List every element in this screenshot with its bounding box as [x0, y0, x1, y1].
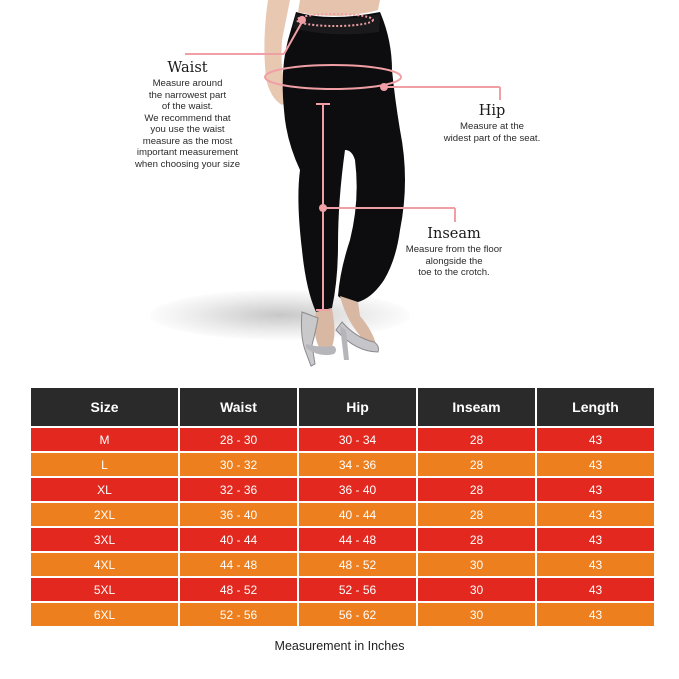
- cell-size: 4XL: [31, 553, 178, 576]
- cell-length: 43: [537, 453, 654, 476]
- cell-waist: 44 - 48: [180, 553, 297, 576]
- cell-hip: 40 - 44: [299, 503, 416, 526]
- cell-hip: 48 - 52: [299, 553, 416, 576]
- cell-waist: 30 - 32: [180, 453, 297, 476]
- cell-hip: 56 - 62: [299, 603, 416, 626]
- inseam-point: [319, 204, 327, 212]
- leggings: [282, 12, 405, 312]
- waist-point: [298, 16, 306, 24]
- cell-size: XL: [31, 478, 178, 501]
- cell-waist: 40 - 44: [180, 528, 297, 551]
- cell-length: 43: [537, 503, 654, 526]
- inseam-desc-line: Measure from the floor: [405, 244, 503, 255]
- cell-length: 43: [537, 578, 654, 601]
- waist-description: Measure around the narrowest part of the…: [120, 78, 255, 170]
- hip-desc-line: widest part of the seat.: [443, 132, 541, 144]
- hip-guide: [264, 64, 501, 100]
- cell-hip: 52 - 56: [299, 578, 416, 601]
- cell-length: 43: [537, 528, 654, 551]
- right-shoe: [335, 321, 379, 353]
- cell-waist: 32 - 36: [180, 478, 297, 501]
- waist-guide: [185, 13, 374, 55]
- inseam-description: Measure from the floor alongside the toe…: [392, 244, 516, 279]
- cell-hip: 44 - 48: [299, 528, 416, 551]
- hip-annotation: Hip Measure at the widest part of the se…: [432, 103, 552, 144]
- cell-size: L: [31, 453, 178, 476]
- model-arm: [264, 0, 290, 105]
- table-row: 4XL 44 - 48 48 - 52 30 43: [31, 553, 654, 576]
- waist-desc-line: the narrowest part: [148, 89, 227, 101]
- cell-size: 5XL: [31, 578, 178, 601]
- inseam-title: Inseam: [427, 226, 481, 242]
- cell-inseam: 30: [418, 578, 535, 601]
- waist-desc-line: measure as the most: [142, 135, 233, 147]
- cell-size: 6XL: [31, 603, 178, 626]
- cell-inseam: 30: [418, 603, 535, 626]
- cell-waist: 52 - 56: [180, 603, 297, 626]
- cell-inseam: 28: [418, 453, 535, 476]
- cell-hip: 34 - 36: [299, 453, 416, 476]
- table-row: L 30 - 32 34 - 36 28 43: [31, 453, 654, 476]
- waist-desc-line: important measurement: [136, 147, 239, 158]
- table-row: 5XL 48 - 52 52 - 56 30 43: [31, 578, 654, 601]
- inseam-desc-line: alongside the: [425, 255, 483, 267]
- waist-desc-line: you use the waist: [150, 124, 225, 135]
- model-torso: [265, 0, 380, 16]
- cell-hip: 36 - 40: [299, 478, 416, 501]
- waist-desc-line: of the waist.: [161, 101, 214, 112]
- leggings-measurement-guide: Waist Measure around the narrowest part …: [120, 0, 552, 367]
- header-inseam: Inseam: [418, 388, 535, 426]
- cell-length: 43: [537, 478, 654, 501]
- table-row: 2XL 36 - 40 40 - 44 28 43: [31, 503, 654, 526]
- table-row: 6XL 52 - 56 56 - 62 30 43: [31, 603, 654, 626]
- cell-length: 43: [537, 553, 654, 576]
- left-shoe-sole: [306, 344, 336, 356]
- model-illustration: [185, 0, 501, 367]
- cell-inseam: 28: [418, 503, 535, 526]
- cell-size: 3XL: [31, 528, 178, 551]
- left-foot: [314, 308, 335, 354]
- header-length: Length: [537, 388, 654, 426]
- hip-point: [380, 83, 388, 91]
- table-row: 3XL 40 - 44 44 - 48 28 43: [31, 528, 654, 551]
- cell-inseam: 28: [418, 428, 535, 451]
- cell-size: 2XL: [31, 503, 178, 526]
- inseam-annotation: Inseam Measure from the floor alongside …: [392, 226, 516, 279]
- header-hip: Hip: [299, 388, 416, 426]
- waist-desc-line: We recommend that: [144, 112, 231, 124]
- cell-length: 43: [537, 428, 654, 451]
- waist-title: Waist: [167, 60, 208, 76]
- cell-inseam: 30: [418, 553, 535, 576]
- hip-title: Hip: [478, 103, 506, 119]
- units-caption: Measurement in Inches: [274, 639, 405, 653]
- table-row: XL 32 - 36 36 - 40 28 43: [31, 478, 654, 501]
- waist-annotation: Waist Measure around the narrowest part …: [120, 60, 255, 170]
- cell-length: 43: [537, 603, 654, 626]
- cell-inseam: 28: [418, 478, 535, 501]
- cell-waist: 36 - 40: [180, 503, 297, 526]
- hip-desc-line: Measure at the: [460, 121, 524, 132]
- waistband: [293, 14, 380, 35]
- cell-hip: 30 - 34: [299, 428, 416, 451]
- hip-description: Measure at the widest part of the seat.: [432, 121, 552, 144]
- table-row: M 28 - 30 30 - 34 28 43: [31, 428, 654, 451]
- waist-desc-line: Measure around: [152, 78, 223, 89]
- cell-size: M: [31, 428, 178, 451]
- right-foot: [340, 296, 376, 346]
- size-chart-table: Size Waist Hip Inseam Length M 28 - 30 3…: [29, 386, 656, 628]
- cell-waist: 48 - 52: [180, 578, 297, 601]
- inseam-desc-line: toe to the crotch.: [418, 267, 490, 278]
- cell-inseam: 28: [418, 528, 535, 551]
- waist-desc-line: when choosing your size: [134, 158, 241, 170]
- left-heel: [300, 311, 319, 367]
- cell-waist: 28 - 30: [180, 428, 297, 451]
- right-heel: [340, 326, 349, 360]
- header-size: Size: [31, 388, 178, 426]
- table-header-row: Size Waist Hip Inseam Length: [31, 388, 654, 426]
- header-waist: Waist: [180, 388, 297, 426]
